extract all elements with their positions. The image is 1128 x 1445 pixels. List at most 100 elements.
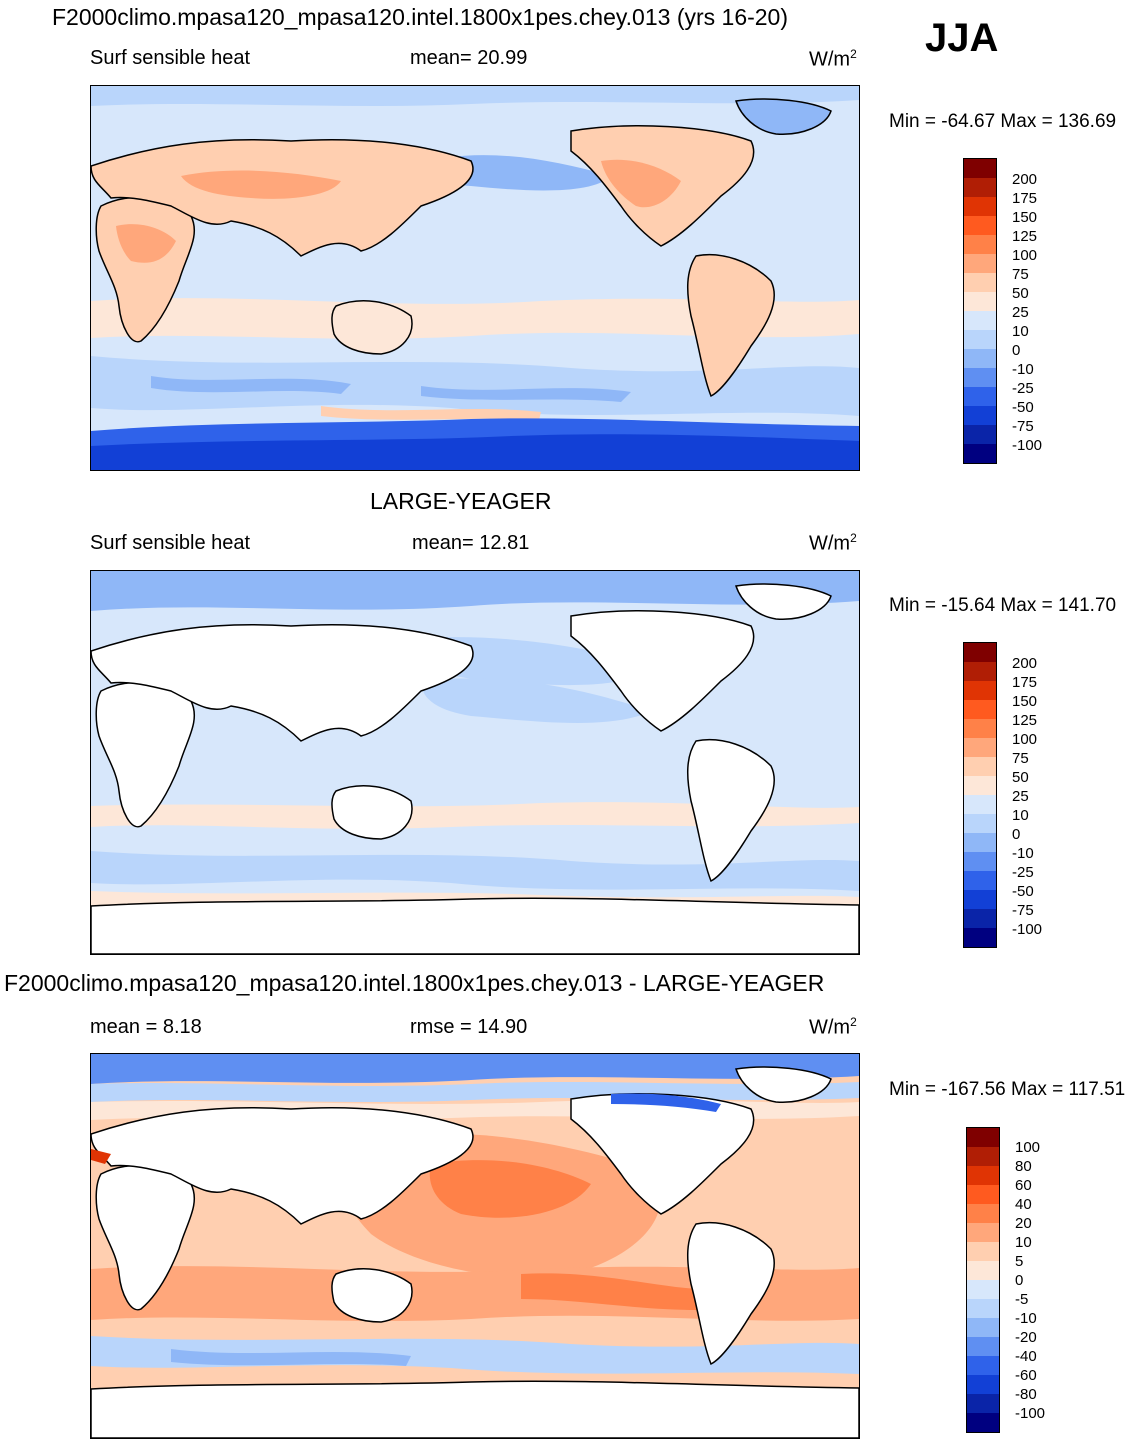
panel2-map [90, 570, 860, 955]
colorbar-level-label: -60 [1015, 1367, 1037, 1384]
colorbar-swatch [964, 852, 996, 871]
colorbar-level-label: 10 [1012, 323, 1029, 340]
panel1-units: W/m2 [809, 47, 857, 71]
panel2-minmax: Min = -15.64 Max = 141.70 [889, 595, 1117, 616]
colorbar-level-label: -10 [1012, 845, 1034, 862]
panel1-minmax: Min = -64.67 Max = 136.69 [889, 111, 1117, 132]
colorbar-level-label: 100 [1012, 247, 1038, 264]
colorbar-level-label: 80 [1015, 1158, 1032, 1175]
panel1-colorbar-swatches [963, 158, 997, 464]
colorbar-level-label: 0 [1012, 342, 1021, 359]
colorbar-level-label: 5 [1015, 1253, 1024, 1270]
colorbar-level-label: 175 [1012, 190, 1038, 207]
colorbar-swatch [967, 1337, 999, 1356]
colorbar-level-label: 40 [1015, 1196, 1032, 1213]
colorbar-swatch [964, 444, 996, 463]
panel3-colorbar [966, 1127, 1000, 1433]
colorbar-swatch [967, 1185, 999, 1204]
colorbar-swatch [964, 387, 996, 406]
colorbar-swatch [967, 1204, 999, 1223]
panel1-colorbar [963, 158, 997, 464]
colorbar-swatch [967, 1128, 999, 1147]
colorbar-level-label: -10 [1012, 361, 1034, 378]
colorbar-swatch [967, 1356, 999, 1375]
colorbar-swatch [964, 311, 996, 330]
panel3-title: F2000climo.mpasa120_mpasa120.intel.1800x… [4, 970, 825, 996]
colorbar-swatch [964, 776, 996, 795]
colorbar-swatch [964, 216, 996, 235]
colorbar-level-label: 50 [1012, 285, 1029, 302]
panel3-map [90, 1053, 860, 1439]
panel3-units: W/m2 [809, 1015, 857, 1039]
colorbar-level-label: -50 [1012, 883, 1034, 900]
colorbar-level-label: 200 [1012, 655, 1038, 672]
colorbar-level-label: -75 [1012, 902, 1034, 919]
colorbar-swatch [964, 159, 996, 178]
panel1-map [90, 85, 860, 471]
colorbar-swatch [964, 833, 996, 852]
colorbar-swatch [964, 349, 996, 368]
colorbar-swatch [964, 890, 996, 909]
panel2-variable: Surf sensible heat [90, 532, 251, 554]
colorbar-swatch [967, 1147, 999, 1166]
colorbar-level-label: 10 [1012, 807, 1029, 824]
colorbar-swatch [964, 425, 996, 444]
colorbar-swatch [964, 738, 996, 757]
colorbar-swatch [967, 1242, 999, 1261]
colorbar-level-label: 25 [1012, 788, 1029, 805]
colorbar-swatch [964, 871, 996, 890]
colorbar-swatch [967, 1394, 999, 1413]
panel2-mean: mean= 12.81 [412, 532, 530, 554]
colorbar-swatch [967, 1318, 999, 1337]
colorbar-level-label: -25 [1012, 864, 1034, 881]
colorbar-level-label: -40 [1015, 1348, 1037, 1365]
colorbar-level-label: 125 [1012, 228, 1038, 245]
colorbar-level-label: -5 [1015, 1291, 1029, 1308]
colorbar-swatch [964, 928, 996, 947]
colorbar-swatch [967, 1280, 999, 1299]
colorbar-swatch [964, 814, 996, 833]
colorbar-swatch [964, 757, 996, 776]
colorbar-swatch [964, 795, 996, 814]
colorbar-level-label: 75 [1012, 266, 1029, 283]
colorbar-swatch [964, 330, 996, 349]
colorbar-swatch [964, 681, 996, 700]
colorbar-level-label: 100 [1015, 1139, 1041, 1156]
colorbar-swatch [964, 700, 996, 719]
colorbar-swatch [964, 254, 996, 273]
colorbar-swatch [964, 178, 996, 197]
panel3-rmse: rmse = 14.90 [410, 1016, 528, 1038]
colorbar-level-label: -100 [1012, 921, 1043, 938]
colorbar-swatch [964, 909, 996, 928]
colorbar-level-label: 125 [1012, 712, 1038, 729]
colorbar-swatch [964, 662, 996, 681]
case-title: F2000climo.mpasa120_mpasa120.intel.1800x… [52, 4, 789, 30]
colorbar-level-label: 150 [1012, 209, 1038, 226]
colorbar-swatch [967, 1223, 999, 1242]
colorbar-swatch [967, 1299, 999, 1318]
colorbar-swatch [964, 235, 996, 254]
colorbar-swatch [964, 368, 996, 387]
panel1-variable: Surf sensible heat [90, 47, 251, 69]
colorbar-level-label: 50 [1012, 769, 1029, 786]
colorbar-level-label: 0 [1012, 826, 1021, 843]
panel1-mean: mean= 20.99 [410, 47, 528, 69]
panel3-mean: mean = 8.18 [90, 1016, 202, 1038]
colorbar-level-label: -25 [1012, 380, 1034, 397]
colorbar-swatch [964, 643, 996, 662]
colorbar-level-label: 0 [1015, 1272, 1024, 1289]
colorbar-level-label: -10 [1015, 1310, 1037, 1327]
colorbar-swatch [964, 292, 996, 311]
colorbar-level-label: -75 [1012, 418, 1034, 435]
panel3-colorbar-swatches [966, 1127, 1000, 1433]
panel2-units: W/m2 [809, 531, 857, 555]
colorbar-level-label: -100 [1012, 437, 1043, 454]
colorbar-swatch [967, 1261, 999, 1280]
colorbar-level-label: -20 [1015, 1329, 1037, 1346]
colorbar-swatch [967, 1413, 999, 1432]
colorbar-level-label: 25 [1012, 304, 1029, 321]
colorbar-level-label: 200 [1012, 171, 1038, 188]
colorbar-level-label: 60 [1015, 1177, 1032, 1194]
colorbar-level-label: 10 [1015, 1234, 1032, 1251]
panel2-colorbar [963, 642, 997, 948]
